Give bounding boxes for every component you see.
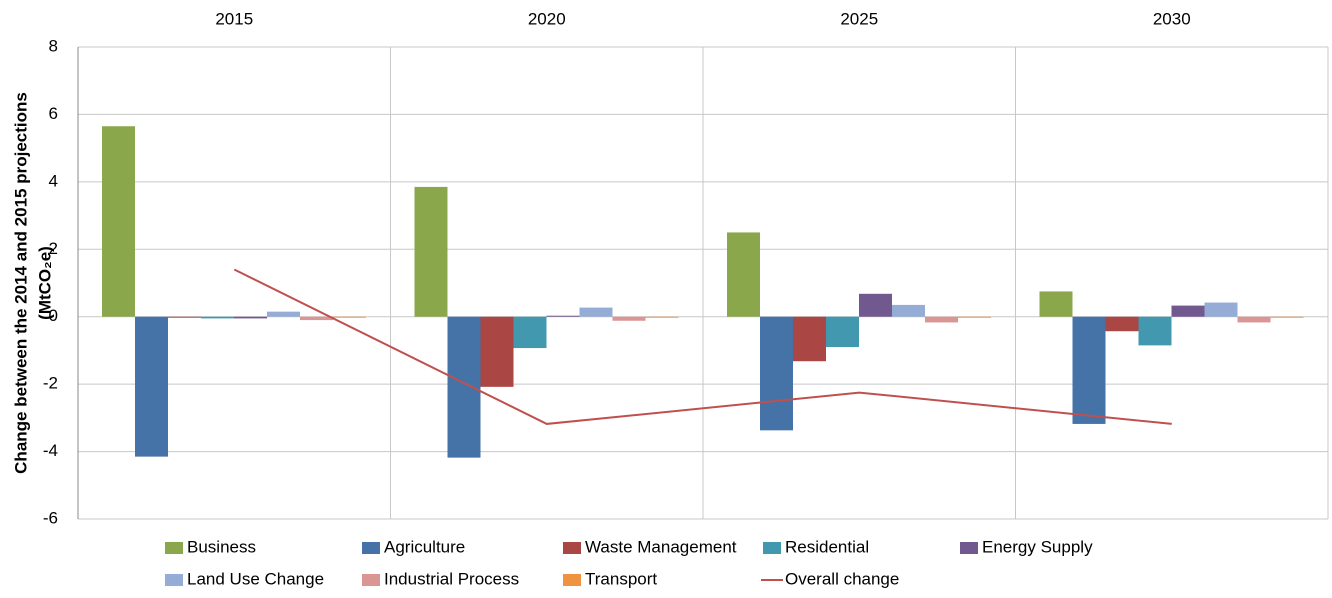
legend-marker (165, 574, 183, 586)
bar (513, 316, 547, 349)
bar (760, 316, 793, 431)
bar (267, 311, 300, 317)
bar (546, 315, 580, 317)
bar (168, 316, 201, 318)
bar (1072, 316, 1106, 424)
bar (892, 304, 925, 317)
bar (234, 316, 267, 319)
bar (1039, 291, 1073, 317)
x-tick-label: 2025 (840, 9, 878, 28)
bar (480, 316, 514, 387)
bar (333, 316, 366, 318)
legend-label: Industrial Process (384, 569, 519, 588)
bar (958, 316, 991, 318)
bar (925, 316, 958, 323)
bar (1171, 305, 1205, 317)
legend-marker (165, 542, 183, 554)
legend-label: Agriculture (384, 537, 465, 556)
bar (1237, 316, 1271, 323)
y-axis-title: Change between the 2014 and 2015 project… (11, 92, 54, 474)
legend-label: Business (187, 537, 256, 556)
y-tick-label: -2 (43, 374, 58, 393)
line (233, 268, 1172, 425)
bar (1270, 316, 1304, 318)
legend-marker (362, 574, 380, 586)
legend-label: Energy Supply (982, 537, 1093, 556)
bar (826, 316, 859, 348)
bar (1138, 316, 1172, 346)
legend-marker (563, 542, 581, 554)
bar (579, 307, 613, 317)
bar (414, 186, 448, 317)
legend-label: Residential (785, 537, 869, 556)
y-axis-title-line: Change between the 2014 and 2015 project… (11, 92, 30, 474)
x-tick-label: 2020 (528, 9, 566, 28)
bar (645, 316, 679, 318)
y-tick-label: -4 (43, 441, 58, 460)
y-tick-label: 2 (49, 239, 58, 258)
y-tick-label: -6 (43, 508, 58, 527)
y-tick-label: 4 (49, 171, 58, 190)
legend-label: Waste Management (585, 537, 737, 556)
y-tick-label: 8 (49, 36, 58, 55)
y-axis-title-line: (MtCO₂e) (35, 246, 54, 320)
bar (201, 316, 234, 319)
bar (793, 316, 826, 362)
bar (1105, 316, 1139, 332)
legend-label: Transport (585, 569, 657, 588)
bar (612, 316, 646, 321)
bar (135, 316, 168, 457)
legend-marker (763, 542, 781, 554)
bar (859, 293, 892, 317)
legend-marker (362, 542, 380, 554)
x-tick-label: 2015 (215, 9, 253, 28)
bar (727, 232, 760, 317)
legend-label: Land Use Change (187, 569, 324, 588)
bar (1204, 302, 1238, 317)
x-tick-label: 2030 (1153, 9, 1191, 28)
legend-marker (563, 574, 581, 586)
y-tick-label: 0 (49, 306, 58, 325)
bar (102, 126, 135, 317)
y-tick-label: 6 (49, 104, 58, 123)
legend-marker (960, 542, 978, 554)
bar (447, 316, 481, 458)
legend-label: Overall change (785, 569, 899, 588)
bar (300, 316, 333, 321)
